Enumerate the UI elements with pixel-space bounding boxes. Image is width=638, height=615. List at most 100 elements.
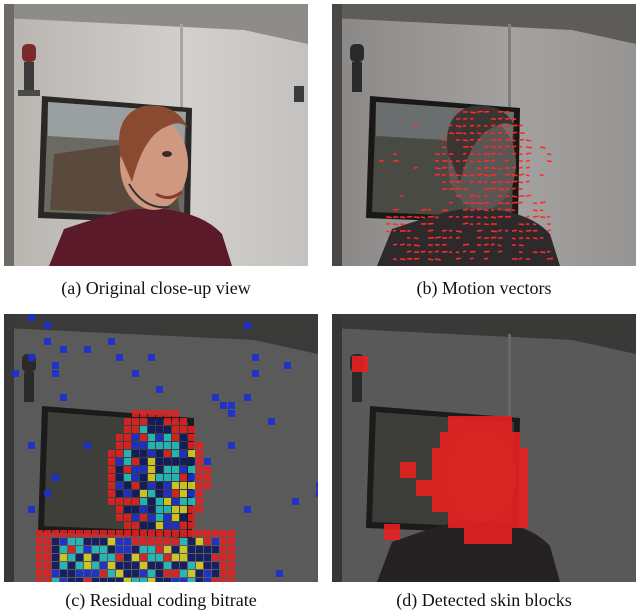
motion-vector bbox=[497, 208, 502, 211]
motion-vector bbox=[490, 139, 497, 142]
motion-vector bbox=[511, 139, 516, 142]
residual-block bbox=[172, 426, 179, 433]
residual-block bbox=[76, 554, 83, 561]
residual-block bbox=[36, 546, 43, 553]
residual-block bbox=[228, 530, 235, 537]
motion-vector bbox=[427, 215, 434, 218]
motion-vector bbox=[539, 201, 546, 204]
residual-block bbox=[132, 554, 139, 561]
residual-block bbox=[180, 522, 187, 529]
residual-block bbox=[180, 490, 187, 497]
residual-block bbox=[140, 450, 147, 457]
residual-block bbox=[220, 554, 227, 561]
residual-block bbox=[44, 322, 51, 329]
motion-vector bbox=[469, 124, 475, 127]
residual-block bbox=[116, 474, 123, 481]
residual-block bbox=[68, 554, 75, 561]
residual-block bbox=[204, 466, 211, 473]
skin-block bbox=[352, 356, 368, 372]
residual-block bbox=[164, 506, 171, 513]
residual-block bbox=[100, 554, 107, 561]
residual-block bbox=[172, 418, 179, 425]
residual-block bbox=[60, 530, 67, 537]
motion-vector bbox=[497, 250, 503, 253]
skin-block bbox=[512, 464, 528, 480]
motion-vector bbox=[497, 188, 504, 191]
residual-block bbox=[156, 498, 163, 505]
residual-block bbox=[196, 474, 203, 481]
residual-block bbox=[76, 546, 83, 553]
residual-block bbox=[60, 570, 67, 577]
motion-vector bbox=[483, 257, 489, 260]
residual-block bbox=[180, 434, 187, 441]
residual-block bbox=[148, 530, 155, 537]
motion-vector bbox=[427, 208, 432, 211]
residual-block bbox=[28, 442, 35, 449]
residual-block bbox=[204, 554, 211, 561]
residual-block bbox=[228, 402, 235, 409]
residual-block bbox=[164, 554, 171, 561]
residual-block bbox=[156, 490, 163, 497]
residual-block bbox=[132, 370, 139, 377]
residual-block bbox=[108, 474, 115, 481]
residual-block bbox=[132, 490, 139, 497]
residual-block bbox=[148, 354, 155, 361]
residual-block bbox=[156, 546, 163, 553]
motion-vector bbox=[490, 124, 496, 127]
residual-block bbox=[116, 450, 123, 457]
motion-vector bbox=[469, 215, 474, 218]
residual-block bbox=[140, 490, 147, 497]
motion-vector bbox=[497, 138, 502, 141]
skin-block bbox=[496, 512, 512, 528]
residual-block bbox=[156, 434, 163, 441]
motion-vector bbox=[504, 145, 510, 148]
residual-block bbox=[116, 354, 123, 361]
residual-block bbox=[220, 578, 227, 582]
residual-block bbox=[156, 466, 163, 473]
skin-block bbox=[480, 464, 496, 480]
residual-block bbox=[188, 506, 195, 513]
residual-block bbox=[180, 418, 187, 425]
motion-vector bbox=[546, 257, 554, 260]
residual-block bbox=[52, 570, 59, 577]
residual-block bbox=[228, 562, 235, 569]
motion-vector bbox=[525, 215, 530, 218]
residual-block bbox=[36, 562, 43, 569]
residual-block bbox=[180, 506, 187, 513]
motion-vector bbox=[490, 187, 497, 190]
motion-vector bbox=[462, 152, 467, 155]
residual-block bbox=[164, 418, 171, 425]
skin-block bbox=[448, 448, 464, 464]
residual-block bbox=[36, 530, 43, 537]
skin-block bbox=[480, 480, 496, 496]
motion-vector bbox=[427, 229, 434, 232]
skin-block bbox=[496, 416, 512, 432]
residual-block bbox=[68, 530, 75, 537]
residual-block bbox=[172, 458, 179, 465]
motion-vector bbox=[434, 173, 441, 176]
residual-block bbox=[172, 410, 179, 417]
motion-vector bbox=[469, 160, 474, 163]
residual-block bbox=[204, 578, 211, 582]
motion-vector bbox=[420, 250, 426, 253]
motion-vector bbox=[511, 237, 516, 240]
residual-block bbox=[148, 538, 155, 545]
motion-vector bbox=[476, 229, 483, 232]
motion-vector bbox=[490, 230, 498, 233]
motion-vector bbox=[434, 236, 441, 239]
residual-block bbox=[156, 570, 163, 577]
residual-block bbox=[52, 562, 59, 569]
residual-block bbox=[148, 546, 155, 553]
motion-vector bbox=[413, 244, 421, 247]
skin-block bbox=[464, 416, 480, 432]
motion-vector bbox=[448, 201, 453, 204]
motion-vector bbox=[462, 132, 467, 135]
residual-block bbox=[140, 506, 147, 513]
residual-block bbox=[172, 434, 179, 441]
motion-vector bbox=[483, 216, 488, 219]
motion-vector bbox=[399, 258, 406, 261]
residual-block bbox=[84, 530, 91, 537]
residual-block bbox=[108, 466, 115, 473]
caption-original-view: (a) Original close-up view bbox=[61, 278, 251, 298]
motion-vector bbox=[476, 208, 482, 211]
